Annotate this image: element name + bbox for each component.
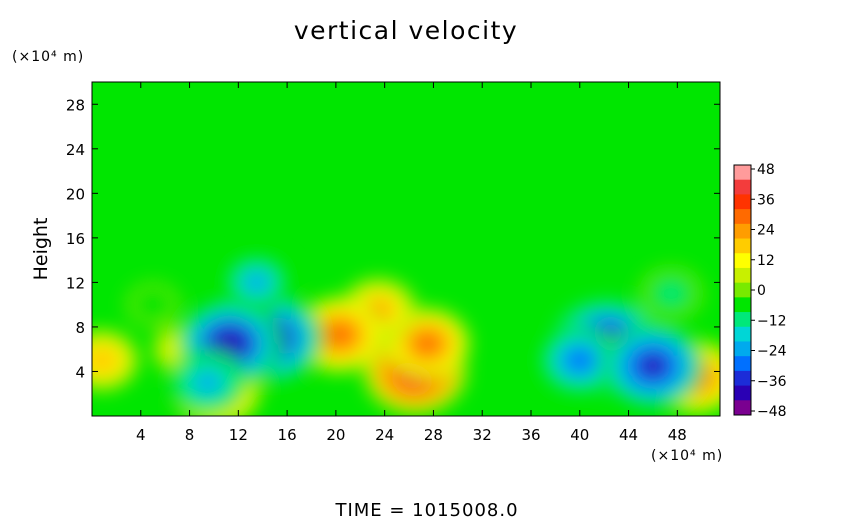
colorbar-swatch: [734, 282, 751, 298]
colorbar-swatch: [734, 312, 751, 328]
colorbar-swatch: [734, 267, 751, 284]
x-tick-label: 20: [326, 426, 345, 444]
colorbar-swatch: [734, 297, 751, 313]
colorbar-swatch: [734, 238, 751, 254]
x-tick-label: 12: [229, 426, 248, 444]
y-tick-label: 16: [66, 230, 85, 248]
colorbar-tick-label: 48: [757, 162, 775, 178]
colorbar-swatch: [734, 356, 751, 372]
heatmap-cell: [414, 332, 441, 355]
colorbar-swatch: [734, 341, 751, 357]
heatmap-cell: [566, 349, 593, 372]
x-unit-label: (×10⁴ m): [651, 448, 723, 464]
colorbar-swatch: [734, 179, 751, 195]
x-tick-label: 8: [185, 426, 195, 444]
colorbar-swatch: [734, 400, 751, 416]
x-tick-label: 16: [278, 426, 297, 444]
colorbar: 48 36 24 12 0 −12 −24 −36 −48: [733, 162, 787, 420]
colorbar-tick-label: −12: [757, 313, 787, 329]
colorbar-tick-label: 36: [757, 192, 775, 208]
x-tick-label: 44: [619, 426, 638, 444]
heatmap-cell: [244, 272, 269, 293]
x-tick-label: 32: [473, 426, 492, 444]
colorbar-swatch: [734, 165, 751, 181]
time-footer: TIME = 1015008.0: [334, 500, 518, 519]
heatmap-cell: [637, 352, 669, 380]
colorbar-swatch: [734, 326, 751, 342]
chart-title: vertical velocity: [294, 16, 518, 45]
y-axis-label: Height: [30, 218, 52, 281]
y-tick-label: 28: [66, 96, 85, 114]
heatmap-cell: [325, 323, 354, 347]
colorbar-swatch: [734, 253, 751, 269]
x-axis: 4 8 12 16 20 24 28 32 36 40 44 48: [136, 82, 687, 444]
heatmap-cell: [92, 351, 113, 370]
x-tick-label: 28: [424, 426, 443, 444]
y-tick-label: 20: [66, 185, 85, 203]
heatmap-cell: [195, 372, 220, 393]
x-tick-label: 40: [570, 426, 589, 444]
colorbar-swatch: [734, 370, 751, 387]
heatmap-cell: [144, 297, 162, 312]
x-tick-label: 24: [375, 426, 394, 444]
colorbar-tick-label: −36: [757, 374, 787, 390]
heatmap-area: [92, 82, 720, 416]
colorbar-swatch: [734, 209, 751, 225]
y-tick-label: 12: [66, 274, 85, 292]
colorbar-tick-label: −48: [757, 404, 787, 420]
colorbar-swatch: [734, 223, 751, 240]
heatmap-field: [92, 250, 720, 416]
colorbar-swatch: [734, 385, 751, 401]
x-tick-label: 48: [668, 426, 687, 444]
y-tick-label: 24: [66, 141, 85, 159]
colorbar-swatch: [734, 194, 751, 210]
heatmap-cell: [661, 285, 681, 302]
y-unit-label: (×10⁴ m): [12, 49, 84, 65]
x-tick-label: 4: [136, 426, 146, 444]
y-tick-label: 4: [75, 363, 85, 381]
x-tick-label: 36: [521, 426, 540, 444]
colorbar-tick-label: 0: [757, 283, 766, 299]
y-tick-label: 8: [75, 319, 85, 337]
y-axis: 4 8 12 16 20 24 28: [66, 96, 720, 381]
plot-frame: [91, 81, 721, 417]
colorbar-tick-label: 24: [757, 223, 775, 239]
heatmap-cell: [213, 330, 247, 358]
colorbar-tick-label: 12: [757, 253, 775, 269]
colorbar-tick-label: −24: [757, 344, 787, 360]
